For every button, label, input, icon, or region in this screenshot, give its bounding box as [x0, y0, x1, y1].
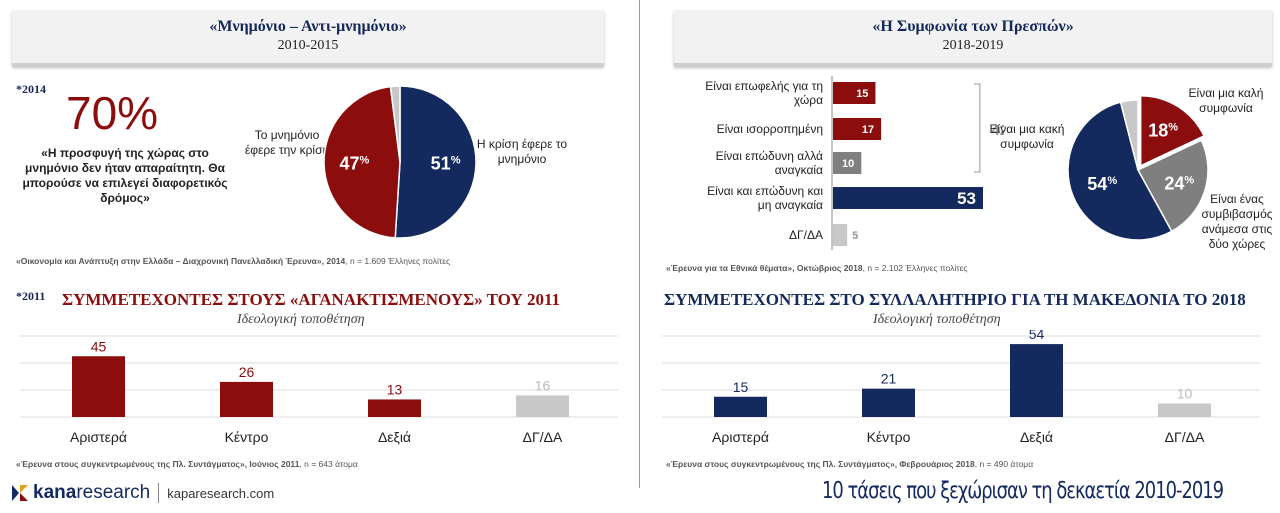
bar — [72, 356, 125, 417]
kapa-logo-icon — [12, 485, 28, 501]
bar-value-label: 15 — [733, 379, 749, 395]
bar — [220, 381, 273, 417]
left-title-box: «Μνημόνιο – Αντι-μνημόνιο» 2010-2015 — [12, 10, 604, 66]
logo-text-kana: kana — [33, 482, 77, 503]
left-top-source: «Οικονομία και Ανάπτυξη στην Ελλάδα – Δι… — [16, 256, 451, 266]
logo-text-research: research — [76, 482, 151, 503]
hbar-category-label: Είναι επωφελής για τη — [705, 79, 823, 93]
right-top-source: «Έρευνα για τα Εθνικά θέματα», Οκτώβριος… — [666, 263, 968, 273]
hbar-value-label: 10 — [842, 158, 854, 170]
hbar-category-label: χώρα — [794, 93, 823, 107]
footer-url: kaparesearch.com — [167, 485, 275, 501]
right-bottom-title: ΣΥΜΜΕΤΕΧΟΝΤΕΣ ΣΤΟ ΣΥΛΛΑΛΗΤΗΡΙΟ ΓΙΑ ΤΗ ΜΑ… — [664, 290, 1246, 309]
bar — [368, 399, 421, 417]
bar — [516, 395, 569, 417]
bar-chart-indignants: 45 Αριστερά 26 Κέντρο 13 Δεξιά 16 ΔΓ/ΔΑ — [20, 335, 618, 445]
left-bottom-title: ΣΥΜΜΕΤΕΧΟΝΤΕΣ ΣΤΟΥΣ «ΑΓΑΝΑΚΤΙΣΜΕΝΟΥΣ» ΤΟ… — [62, 290, 561, 309]
hbar-bar — [833, 118, 882, 140]
left-years: 2010-2015 — [277, 38, 339, 53]
hbar-category-label: ΔΓ/ΔΑ — [789, 228, 823, 242]
logo-separator — [158, 483, 160, 503]
hbar-value-label: 15 — [856, 88, 868, 100]
hbar-category-label: Είναι και επώδυνη και — [707, 184, 823, 198]
hbar-value-label: 17 — [862, 124, 874, 136]
right-bottom-source: «Έρευνα στους συγκεντρωμένους της Πλ. Συ… — [666, 459, 1034, 469]
bar-category-label: Αριστερά — [712, 429, 769, 445]
bar-value-label: 13 — [387, 381, 403, 397]
left-bottom-source: «Έρευνα στους συγκεντρωμένους της Πλ. Συ… — [16, 459, 358, 469]
bar-category-label: Δεξιά — [1020, 429, 1053, 445]
left-bottom-subtitle: Ιδεολογική τοποθέτηση — [237, 312, 365, 327]
left-title: «Μνημόνιο – Αντι-μνημόνιο» — [209, 18, 407, 35]
kapa-logo: kana research kaparesearch.com — [10, 481, 274, 505]
bar-value-label: 26 — [239, 364, 255, 380]
pie-chart-memorandum: 51%47% — [323, 85, 477, 239]
bar-value-label: 54 — [1029, 330, 1045, 342]
quote-text: «Η προσφυγή της χώρας στο μνημόνιο δεν ή… — [22, 146, 228, 205]
bar-value-label: 16 — [535, 377, 551, 393]
pie2-label-good: Είναι μια καλή συμφωνία — [1188, 86, 1264, 115]
right-title: «Η Συμφωνία των Πρεσπών» — [872, 18, 1074, 35]
hbar-category-label: Είναι ισορροπημένη — [717, 122, 823, 136]
bar-chart-macedonia-rally: 15 Αριστερά 21 Κέντρο 54 Δεξιά 10 ΔΓ/ΔΑ — [662, 330, 1260, 445]
bar-value-label: 10 — [1177, 386, 1193, 402]
right-title-box: «Η Συμφωνία των Πρεσπών» 2018-2019 — [674, 10, 1272, 66]
hbar-bar — [833, 187, 983, 209]
pie1-label-left: Το μνημόνιο έφερε την κρίση — [244, 128, 330, 157]
big-percent: 70% — [66, 87, 159, 139]
pie-slice — [323, 85, 401, 239]
bar-value-label: 21 — [881, 371, 897, 387]
bar — [714, 396, 767, 417]
pie2-label-compromise: Είναι ένας συμβιβασμός ανάμεσα στις δύο … — [1201, 192, 1273, 251]
year-tag-2014: *2014 — [16, 82, 46, 96]
hbar-bar — [833, 82, 876, 104]
hbar-bracket-label: 42% — [991, 121, 1004, 139]
bar — [1010, 344, 1063, 417]
right-years: 2018-2019 — [942, 38, 1004, 53]
hbar-bracket — [973, 83, 981, 173]
bar-category-label: ΔΓ/ΔΑ — [1165, 429, 1205, 445]
pie-slice — [389, 85, 401, 163]
hbar-value-label: 53 — [957, 189, 976, 208]
vertical-divider — [639, 0, 640, 488]
bar-value-label: 45 — [91, 338, 107, 354]
pie-slice — [1119, 99, 1139, 171]
pie-slice — [1067, 101, 1173, 241]
hbar-value-label: 5 — [852, 230, 858, 242]
hbar-category-label: αναγκαία — [775, 163, 823, 177]
pie-slice — [1139, 95, 1206, 167]
pie-slice — [394, 85, 477, 239]
pie-chart-prespa: 18%24%54% — [1067, 95, 1209, 241]
bar-category-label: ΔΓ/ΔΑ — [523, 429, 563, 445]
hbar-bar — [833, 224, 848, 246]
hbar-category-label: Είναι επώδυνη αλλά — [716, 149, 823, 163]
bar-category-label: Κέντρο — [867, 429, 911, 445]
bar — [862, 388, 915, 417]
pie-slice — [1136, 139, 1209, 233]
hbar-category-label: μη αναγκαία — [758, 198, 823, 212]
bar-category-label: Αριστερά — [70, 429, 127, 445]
footer-tagline: 10 τάσεις που ξεχώρισαν τη δεκαετία 2010… — [822, 478, 1224, 504]
year-tag-2011: *2011 — [16, 289, 46, 303]
pie1-label-right: Η κρίση έφερε το μνημόνιο — [476, 137, 568, 166]
pie2-label-bad: Είναι μια κακή συμφωνία — [989, 122, 1065, 151]
bar — [1158, 403, 1211, 417]
bar-category-label: Δεξιά — [378, 429, 411, 445]
bar-category-label: Κέντρο — [225, 429, 269, 445]
right-bottom-subtitle: Ιδεολογική τοποθέτηση — [873, 312, 1001, 327]
hbar-bar — [833, 152, 862, 174]
